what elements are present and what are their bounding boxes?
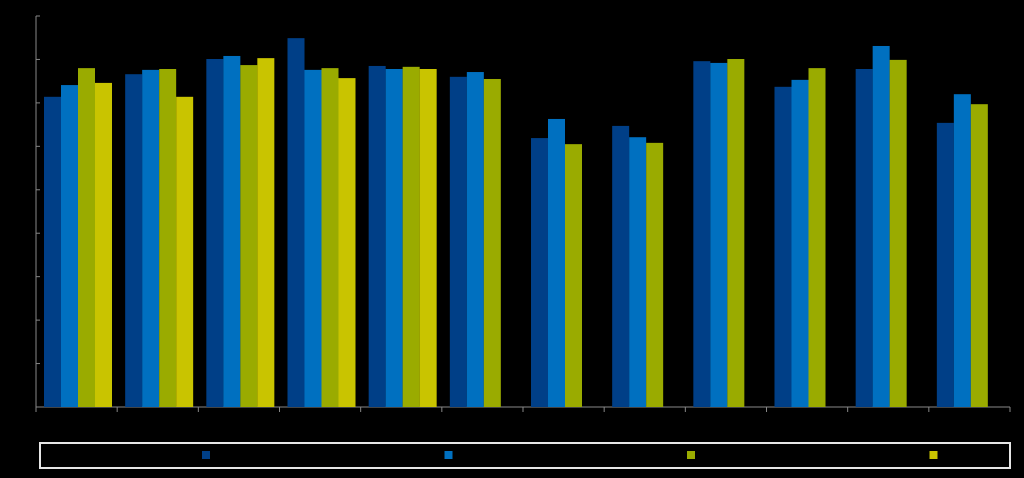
legend-box xyxy=(39,442,1011,469)
bar xyxy=(466,72,484,407)
bar xyxy=(548,118,565,408)
legend-swatch xyxy=(929,451,938,459)
bar xyxy=(368,65,386,407)
bar xyxy=(125,74,143,408)
bar xyxy=(419,69,437,407)
bar xyxy=(95,82,112,407)
bar xyxy=(953,94,971,407)
bar xyxy=(889,59,907,408)
legend-swatch xyxy=(444,451,453,459)
legend-swatch xyxy=(202,451,210,459)
bar xyxy=(223,55,241,408)
bar xyxy=(774,86,792,407)
bar xyxy=(808,68,826,407)
bar xyxy=(338,78,356,408)
bar xyxy=(565,144,582,407)
bar xyxy=(710,62,728,408)
bar xyxy=(693,61,711,407)
bar xyxy=(385,69,403,407)
bar xyxy=(449,76,467,408)
bar xyxy=(44,96,61,407)
bar xyxy=(287,38,305,407)
bar xyxy=(970,104,988,407)
bar xyxy=(531,138,548,407)
bar xyxy=(159,69,177,407)
legend-swatch xyxy=(687,451,695,459)
bar xyxy=(872,45,890,408)
bar xyxy=(791,79,809,407)
bar xyxy=(612,125,630,408)
bar xyxy=(936,122,954,407)
bar xyxy=(855,69,873,407)
bar xyxy=(321,68,339,407)
bar xyxy=(646,142,664,407)
bar xyxy=(483,78,501,407)
bar xyxy=(176,96,194,407)
bar xyxy=(304,69,322,408)
bar xyxy=(61,85,78,408)
bar xyxy=(206,59,224,407)
bar xyxy=(257,58,275,407)
bar xyxy=(402,66,420,407)
bar xyxy=(142,69,160,408)
bar xyxy=(629,137,647,407)
bar xyxy=(727,59,745,407)
bar xyxy=(240,65,258,407)
bar xyxy=(78,68,95,407)
